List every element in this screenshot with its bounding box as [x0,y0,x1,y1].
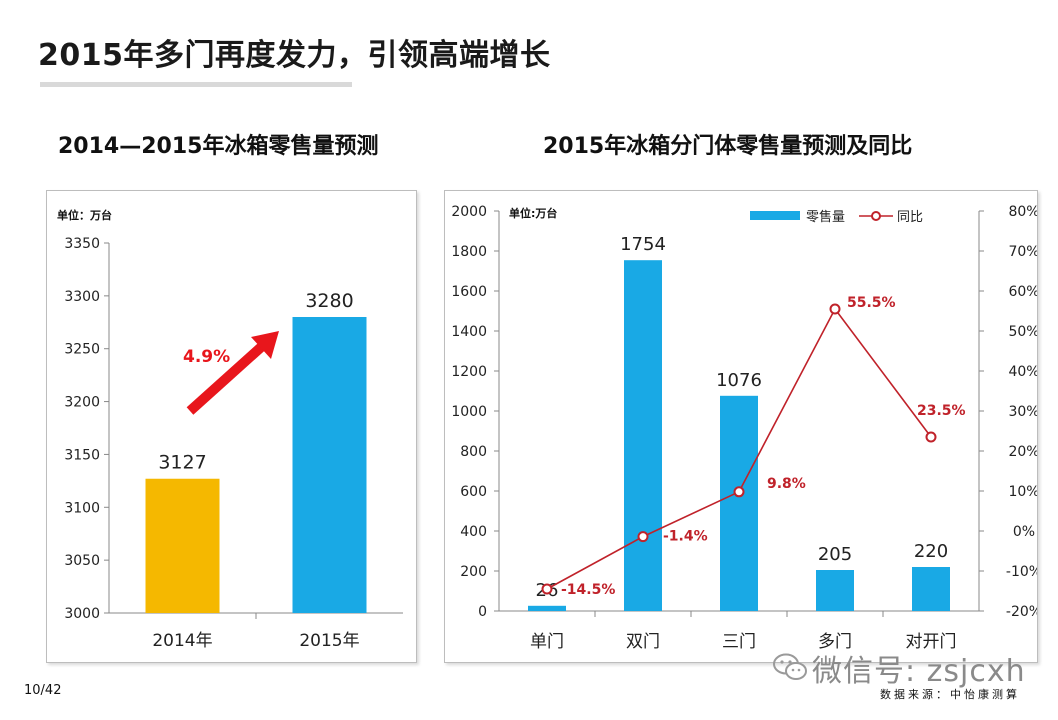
right-chart-panel: 单位:万台 0 200 400 600 800 1000 1200 1400 1600 1800 20… [444,190,1042,663]
y2-tick-label: 40% [1008,364,1037,380]
x-tick-label: 三门 [722,632,756,652]
y-tick-label: 3100 [64,500,100,516]
yoy-value-label: 9.8% [767,476,806,492]
x-tick-label: 双门 [626,632,660,652]
bar-value-label: 3127 [158,452,206,474]
yoy-point [637,531,649,543]
bar-value-label: 3280 [305,290,353,312]
y-tick-label: 600 [460,484,487,500]
legend-line-label: 同比 [897,210,923,225]
x-tick-label: 多门 [818,632,852,652]
y-tick-label: 3000 [64,606,100,622]
right-chart-title: 2015年冰箱分门体零售量预测及同比 [543,134,913,159]
x-tick-label: 单门 [530,632,564,652]
y-tick-label: 1600 [451,284,487,300]
y-tick-label: 3200 [64,395,100,411]
y2-tick-label: 20% [1008,444,1037,460]
bar-2015年 [292,317,367,613]
yoy-point [541,583,553,595]
page-title: 2015年多门再度发力，引领高端增长 [38,38,551,73]
y-tick-label: 3050 [64,553,100,569]
y-tick-label: 1800 [451,244,487,260]
growth-label: 4.9% [183,347,230,367]
source-note: 数据来源：中怡康测算 [880,688,1020,701]
unit-label: 单位：万台 [57,208,112,222]
bar-value-label: 220 [914,541,948,562]
x-tick-label: 2015年 [299,631,359,651]
wechat-icon [773,653,807,680]
growth-arrow-head [251,331,279,359]
yoy-value-label: 23.5% [917,403,966,419]
y2-tick-label: 80% [1008,204,1037,220]
y-tick-label: 3150 [64,447,100,463]
y2-tick-label: -10% [1006,564,1037,580]
y-tick-label: 1200 [451,364,487,380]
y-tick-label: 3350 [64,236,100,252]
yoy-point [829,303,841,315]
y2-tick-label: -20% [1006,604,1037,620]
legend-line-marker [871,211,881,221]
bar-三门 [720,395,758,611]
right-chart: 单位:万台 0 200 400 600 800 1000 1200 1400 1600 1800 20… [451,204,1042,652]
x-tick-label: 对开门 [906,632,957,652]
bar-双门 [624,260,662,611]
bar-对开门 [912,567,950,611]
legend-bar-swatch [750,211,800,220]
y2-tick-label: 70% [1008,244,1037,260]
y-tick-label: 400 [460,524,487,540]
bar-单门 [528,605,566,611]
yoy-point [733,486,745,498]
y-tick-label: 200 [460,564,487,580]
x-tick-label: 2014年 [152,631,212,651]
y-tick-label: 3250 [64,342,100,358]
y-tick-label: 1400 [451,324,487,340]
legend-bar-label: 零售量 [806,209,845,225]
unit-label: 单位:万台 [509,206,557,220]
growth-arrow-shaft [186,336,273,415]
bar-value-label: 1076 [716,370,762,391]
y2-tick-label: 60% [1008,284,1037,300]
bar-value-label: 205 [818,544,852,565]
left-chart: 单位：万台 3000 3050 3100 3150 3200 3250 3300 3350 312… [57,208,403,651]
y2-tick-label: 50% [1008,324,1037,340]
bar-多门 [816,570,854,611]
y-tick-label: 3300 [64,289,100,305]
y-tick-label: 800 [460,444,487,460]
y-tick-label: 0 [478,604,487,620]
watermark-text: 微信号: zsjcxh [812,654,1026,689]
yoy-value-label: -14.5% [561,582,615,598]
left-chart-panel: 单位：万台 3000 3050 3100 3150 3200 3250 3300 3350 312… [46,190,417,663]
y-tick-label: 2000 [451,204,487,220]
title-underline [40,82,352,87]
y2-tick-label: 0% [1013,524,1035,540]
y-tick-label: 1000 [451,404,487,420]
bar-value-label: 1754 [620,234,666,255]
left-chart-title: 2014—2015年冰箱零售量预测 [58,134,379,159]
y2-tick-label: 30% [1008,404,1037,420]
y2-tick-label: 10% [1008,484,1037,500]
bar-2014年 [145,478,220,613]
page-number: 10/42 [24,683,62,698]
yoy-value-label: -1.4% [663,529,708,545]
yoy-value-label: 55.5% [847,295,896,311]
yoy-point [925,431,937,443]
